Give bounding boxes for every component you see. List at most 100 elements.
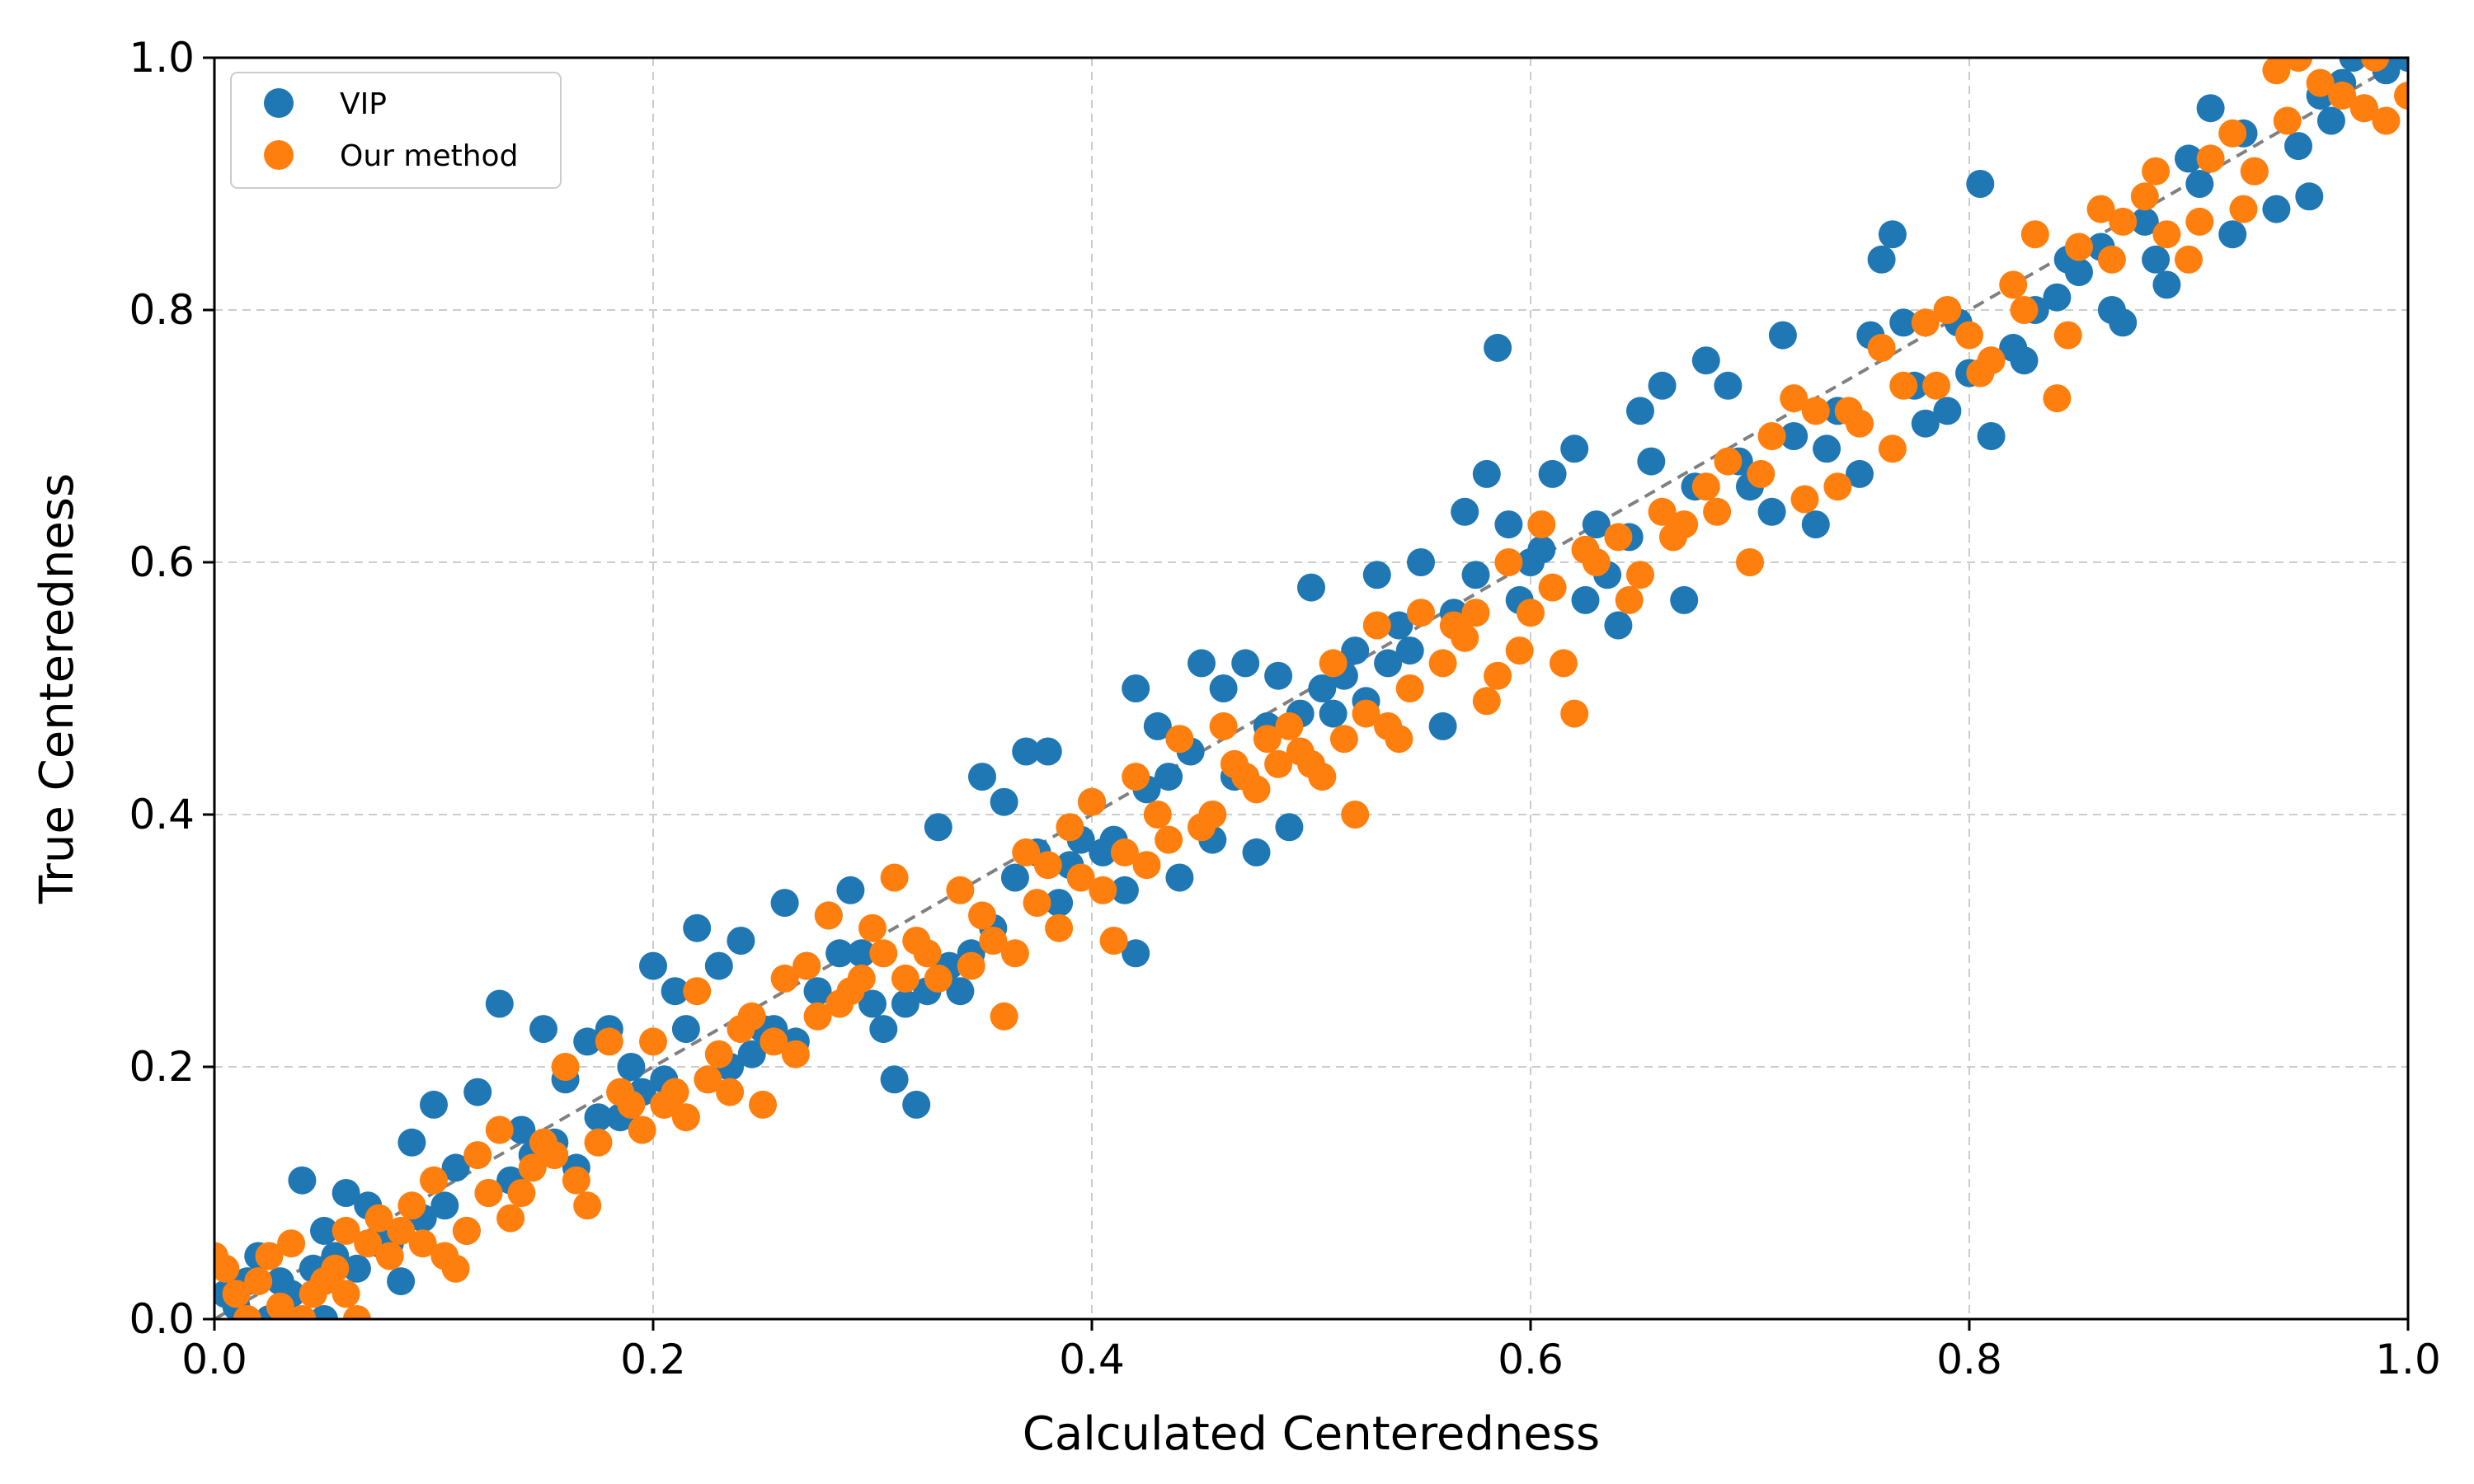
data-point [606,1078,635,1106]
data-point [1395,636,1424,665]
data-point [847,939,876,968]
data-point [836,876,865,904]
data-point [1571,535,1600,564]
data-point [825,989,854,1018]
data-point [803,1002,832,1031]
data-point [1867,333,1896,362]
data-point [1472,459,1501,488]
data-point [1494,510,1523,539]
data-point [2053,321,2082,350]
data-point [1867,245,1896,274]
data-point [1362,611,1391,640]
data-point [2394,81,2408,110]
data-point [397,1128,426,1157]
x-tick-label: 0.4 [1059,1336,1125,1383]
data-point [1341,801,1370,829]
data-point [760,1027,788,1056]
data-point [869,939,898,968]
data-point [1637,447,1666,476]
data-point [595,1027,623,1056]
data-point [1977,422,2006,450]
data-point [1517,599,1545,627]
data-point [2361,58,2390,72]
data-point [902,1090,931,1119]
data-point [1922,371,1951,400]
data-point [2372,106,2401,135]
legend: VIP Our method [230,72,562,189]
data-point [2328,81,2357,110]
data-point [518,1153,547,1182]
x-axis-label: Calculated Centeredness [1023,1407,1600,1461]
data-point [1648,371,1677,400]
data-point [1604,523,1633,552]
data-point [968,901,996,930]
data-point [2097,296,2126,324]
data-point [803,977,832,1006]
data-point [1911,308,1940,337]
data-point [1549,649,1578,678]
data-point [1209,674,1238,702]
data-point [2152,220,2181,249]
data-point [1911,409,1940,438]
data-point [825,939,854,968]
data-point [1933,296,1962,324]
data-point [1505,636,1534,665]
data-point [463,1141,492,1170]
data-point [266,1292,294,1319]
data-point [1878,434,1907,463]
data-point [990,1002,1018,1031]
data-point [310,1305,338,1319]
data-point [551,1053,580,1081]
data-point [1319,649,1348,678]
data-point [2086,195,2115,223]
data-point [387,1216,416,1245]
data-point [1045,889,1074,918]
data-point [1165,863,1194,892]
data-point [214,1254,240,1283]
data-point [1494,548,1523,576]
data-point [1889,308,1918,337]
data-point [1604,611,1633,640]
data-point [354,1229,383,1258]
data-point [628,1115,656,1144]
data-point [1846,459,1874,488]
data-point [2295,182,2324,211]
data-point [2273,106,2302,135]
data-point [814,901,843,930]
data-point [1198,801,1227,829]
data-point [683,913,712,942]
data-point [1571,585,1600,614]
data-point [332,1179,360,1207]
data-point [1122,939,1150,968]
data-point [979,927,1008,955]
data-point [793,951,821,980]
data-point [1658,523,1687,552]
data-point [1736,548,1764,576]
data-point [1527,510,1556,539]
data-point [1132,851,1161,880]
data-point [770,964,799,993]
data-point [573,1191,602,1220]
data-point [1264,749,1293,778]
data-point [342,1305,371,1319]
data-point [1472,687,1501,716]
data-point [1143,801,1172,829]
data-point [1056,813,1084,842]
data-point [1461,599,1490,627]
data-point [1329,725,1358,754]
legend-ours-label: Our method [340,139,518,173]
data-point [1220,749,1249,778]
data-point [1757,422,1786,450]
data-point [2185,170,2214,198]
data-point [332,1280,360,1308]
data-point [891,964,920,993]
data-point [727,927,755,955]
data-point [1648,497,1677,526]
data-point [485,1115,514,1144]
data-point [2142,245,2171,274]
data-point [387,1267,416,1296]
data-point [1451,497,1479,526]
data-point [1352,699,1380,728]
data-point [1099,927,1128,955]
